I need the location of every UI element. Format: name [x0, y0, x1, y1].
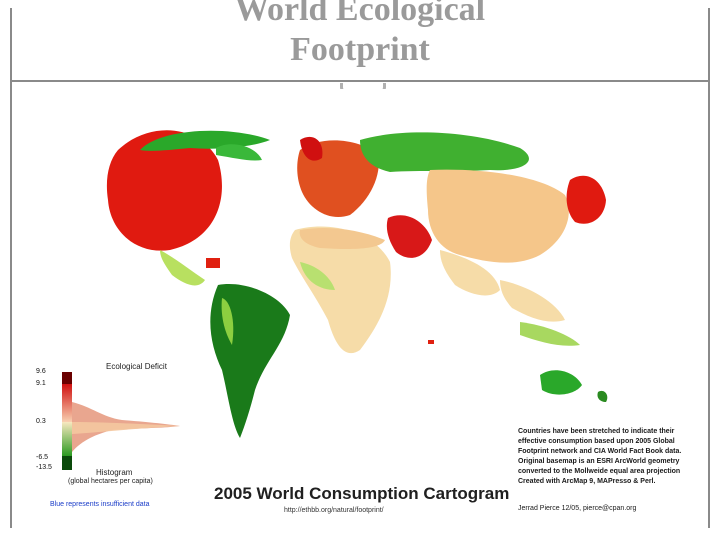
map-credit: Jerrad Pierce 12/05, pierce@cpan.org	[518, 505, 637, 512]
australia-region	[540, 370, 582, 395]
legend-color-band	[62, 456, 72, 470]
caribbean-region	[206, 258, 220, 268]
canada-north-region	[216, 144, 262, 161]
histogram-units: (global hectares per capita)	[68, 478, 153, 485]
title-overflow-glyph	[340, 83, 400, 89]
legend-tick: 0.3	[36, 418, 46, 425]
legend-title: Ecological Deficit	[106, 362, 167, 371]
slide-frame	[10, 8, 710, 528]
asia-region	[426, 169, 569, 263]
legend-color-band	[62, 422, 72, 456]
south-asia-region	[440, 250, 500, 296]
indonesia-region	[520, 322, 580, 346]
map-notes: Countries have been stretched to indicat…	[518, 428, 682, 485]
insufficient-data-note: Blue represents insufficient data	[50, 501, 150, 508]
africa-west-region	[300, 262, 335, 290]
title-divider	[10, 80, 710, 82]
histogram-label: Histogram	[96, 468, 133, 477]
new-zealand-region	[597, 390, 608, 402]
map-source-url: http://ethbb.org/natural/footprint/	[284, 507, 384, 514]
africa-north-region	[299, 228, 385, 250]
histogram-curve	[72, 402, 180, 452]
north-america-region	[106, 130, 222, 251]
africa-region	[289, 226, 391, 354]
legend-color-band	[62, 384, 72, 422]
uk-region	[300, 136, 323, 161]
central-america-region	[160, 250, 205, 286]
legend-color-band	[62, 372, 72, 384]
middle-east-region	[386, 215, 432, 258]
small-island-region	[428, 340, 434, 344]
russia-region	[360, 132, 529, 172]
legend-tick: -13.5	[36, 464, 52, 471]
legend-tick: 9.1	[36, 380, 46, 387]
slide-title: World Ecological Footprint	[234, 0, 486, 68]
map-legend: Ecological Deficit 9.6 9.1 0.3 -6.5 -13.…	[36, 360, 186, 510]
japan-region	[566, 175, 606, 224]
legend-tick: 9.6	[36, 368, 46, 375]
south-america-west-region	[221, 298, 234, 345]
map-title: 2005 World Consumption Cartogram	[214, 484, 510, 503]
southeast-asia-region	[500, 280, 565, 322]
legend-tick: -6.5	[36, 454, 49, 461]
